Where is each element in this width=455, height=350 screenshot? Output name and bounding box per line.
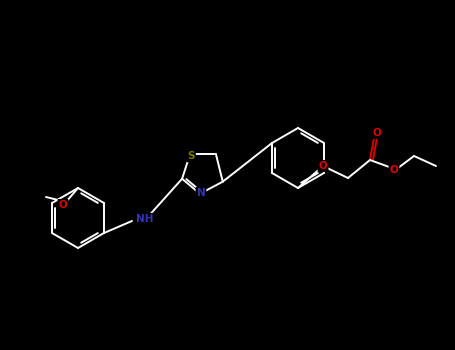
Text: N: N <box>197 188 205 198</box>
Text: NH: NH <box>136 214 153 224</box>
Text: S: S <box>187 151 195 161</box>
Text: O: O <box>59 200 67 210</box>
Text: O: O <box>318 161 328 171</box>
Text: O: O <box>373 128 381 138</box>
Text: O: O <box>389 165 399 175</box>
